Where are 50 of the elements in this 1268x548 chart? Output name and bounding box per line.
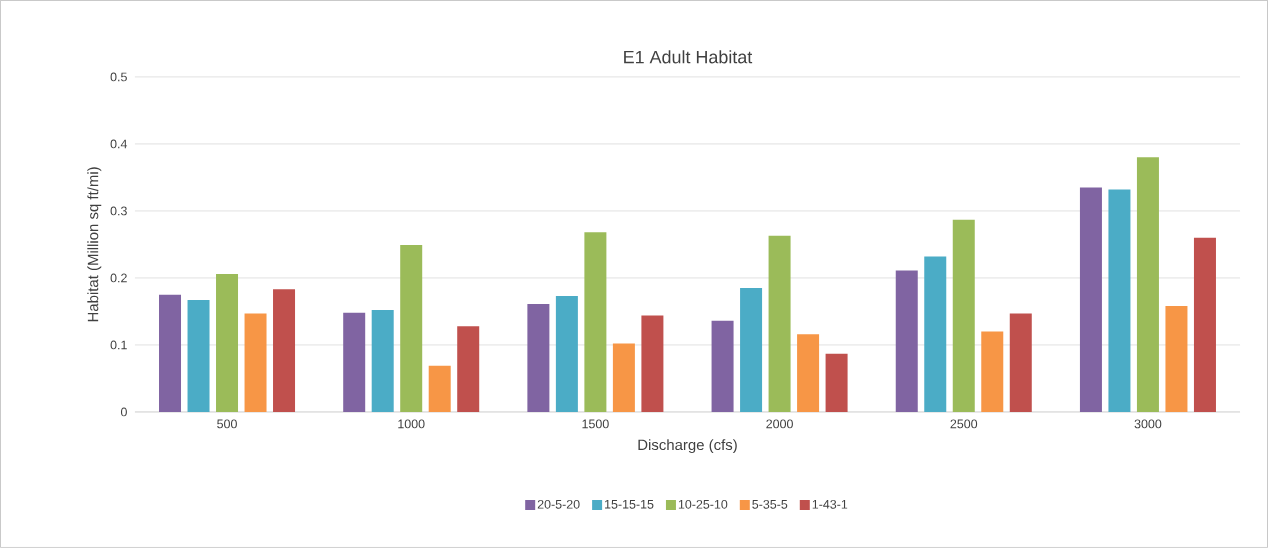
bar	[1165, 306, 1188, 413]
bar	[952, 219, 975, 413]
legend-label: 20-5-20	[537, 499, 580, 509]
bar	[711, 320, 734, 413]
y-tick-label: 0.4	[110, 139, 128, 149]
bar	[555, 296, 578, 413]
bar	[244, 313, 267, 413]
bar	[641, 315, 664, 413]
y-tick-label: 0.2	[110, 273, 127, 283]
x-tick-label: 2000	[766, 419, 793, 429]
y-tick-label: 0.3	[110, 206, 127, 216]
bar	[527, 304, 550, 413]
bar	[1136, 157, 1159, 413]
bar	[797, 334, 820, 413]
bar	[895, 270, 918, 413]
x-tick-label: 500	[217, 419, 237, 429]
legend-label: 5-35-5	[752, 499, 788, 509]
legend-label: 10-25-10	[678, 499, 728, 509]
bar	[216, 273, 239, 413]
x-axis-title: Discharge (cfs)	[638, 439, 737, 454]
x-tick-label: 1000	[398, 419, 425, 429]
bar	[825, 353, 848, 413]
bar	[740, 288, 763, 413]
bar	[343, 312, 366, 413]
bar	[159, 294, 182, 413]
bar	[1009, 313, 1032, 413]
bar	[273, 289, 296, 413]
bar	[1079, 187, 1102, 413]
legend-label: 1-43-1	[812, 499, 848, 509]
bar	[428, 365, 451, 413]
bar	[612, 343, 635, 413]
bar	[1193, 237, 1216, 413]
x-tick-label: 3000	[1134, 419, 1162, 429]
bar	[187, 300, 210, 413]
bar	[981, 331, 1004, 413]
bar	[584, 232, 607, 413]
y-tick-label: 0.5	[110, 72, 127, 82]
chart-title: E1 Adult Habitat	[624, 50, 753, 64]
legend-label: 15-15-15	[605, 500, 654, 509]
bar	[1108, 189, 1131, 413]
y-tick-label: 0.1	[110, 340, 127, 350]
y-axis-title: Habitat (Million sq ft/mi)	[87, 167, 102, 322]
y-tick-label: 0	[120, 407, 127, 417]
x-tick-label: 2500	[950, 419, 978, 429]
bar	[400, 245, 423, 413]
bar	[457, 326, 480, 413]
bar	[768, 235, 791, 413]
x-tick-label: 1500	[582, 419, 609, 429]
bar	[924, 256, 947, 413]
bar	[371, 310, 394, 413]
